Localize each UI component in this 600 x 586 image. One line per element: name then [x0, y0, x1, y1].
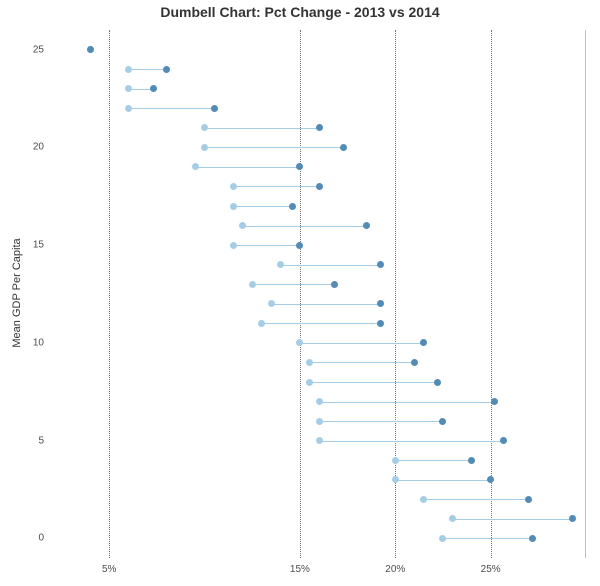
plot-border-right — [585, 30, 586, 558]
dumbbell-segment — [309, 362, 414, 363]
dumbbell-point-end — [491, 398, 498, 405]
x-gridline — [300, 30, 301, 558]
chart-title: Dumbell Chart: Pct Change - 2013 vs 2014 — [0, 4, 600, 20]
dumbbell-point-end — [439, 418, 446, 425]
dumbbell-point-start — [449, 515, 456, 522]
dumbbell-segment — [262, 323, 380, 324]
dumbbell-point-start — [420, 496, 427, 503]
dumbbell-segment — [443, 538, 533, 539]
dumbbell-point-end — [377, 261, 384, 268]
dumbbell-point-end — [211, 105, 218, 112]
dumbbell-point-end — [500, 437, 507, 444]
dumbbell-point-end — [377, 300, 384, 307]
y-axis-label: Mean GDP Per Capita — [11, 238, 23, 347]
dumbbell-point-start — [125, 85, 132, 92]
dumbbell-point-start — [125, 105, 132, 112]
dumbbell-segment — [424, 499, 529, 500]
dumbbell-point-end — [316, 183, 323, 190]
dumbbell-point-start — [249, 281, 256, 288]
dumbbell-point-start — [277, 261, 284, 268]
dumbbell-point-start — [316, 437, 323, 444]
dumbbell-point-end — [296, 242, 303, 249]
y-tick-label: 20 — [0, 142, 44, 153]
dumbbell-segment — [271, 304, 380, 305]
dumbbell-segment — [395, 460, 471, 461]
dumbbell-point-start — [230, 183, 237, 190]
dumbbell-point-end — [468, 457, 475, 464]
dumbbell-segment — [395, 480, 490, 481]
dumbbell-point-end — [289, 203, 296, 210]
plot-area — [52, 30, 586, 558]
dumbbell-point-start — [192, 163, 199, 170]
dumbbell-point-start — [258, 320, 265, 327]
dumbbell-segment — [319, 421, 443, 422]
dumbbell-segment — [319, 441, 504, 442]
dumbbell-point-start — [239, 222, 246, 229]
dumbbell-point-start — [306, 359, 313, 366]
y-tick-label: 5 — [0, 435, 44, 446]
dumbbell-point-end — [411, 359, 418, 366]
dumbbell-point-start — [201, 124, 208, 131]
dumbbell-point-end — [487, 476, 494, 483]
dumbbell-chart: Dumbell Chart: Pct Change - 2013 vs 2014… — [0, 0, 600, 586]
dumbbell-segment — [252, 284, 334, 285]
dumbbell-point-end — [525, 496, 532, 503]
dumbbell-segment — [233, 186, 319, 187]
dumbbell-segment — [281, 265, 380, 266]
dumbbell-point-start — [230, 203, 237, 210]
dumbbell-point-start — [392, 457, 399, 464]
x-tick-label: 25% — [481, 564, 501, 575]
dumbbell-point-start — [201, 144, 208, 151]
y-tick-label: 15 — [0, 240, 44, 251]
dumbbell-point-start — [125, 66, 132, 73]
dumbbell-point-start — [296, 339, 303, 346]
dumbbell-point-end — [569, 515, 576, 522]
y-tick-label: 25 — [0, 44, 44, 55]
dumbbell-point-start — [392, 476, 399, 483]
dumbbell-segment — [195, 167, 300, 168]
dumbbell-point-start — [316, 418, 323, 425]
dumbbell-segment — [205, 147, 344, 148]
x-tick-label: 15% — [290, 564, 310, 575]
dumbbell-point-end — [377, 320, 384, 327]
y-tick-label: 0 — [0, 533, 44, 544]
dumbbell-point-end — [150, 85, 157, 92]
dumbbell-point-start — [439, 535, 446, 542]
dumbbell-segment — [319, 402, 494, 403]
dumbbell-segment — [128, 69, 166, 70]
dumbbell-point-end — [331, 281, 338, 288]
x-gridline — [109, 30, 110, 558]
dumbbell-segment — [233, 206, 292, 207]
dumbbell-segment — [243, 226, 367, 227]
dumbbell-point-start — [268, 300, 275, 307]
x-tick-label: 20% — [385, 564, 405, 575]
dumbbell-point-end — [340, 144, 347, 151]
dumbbell-segment — [233, 245, 300, 246]
dumbbell-point-end — [163, 66, 170, 73]
dumbbell-segment — [453, 519, 573, 520]
dumbbell-point-end — [434, 379, 441, 386]
dumbbell-point-start — [306, 379, 313, 386]
dumbbell-segment — [309, 382, 437, 383]
dumbbell-point-end — [420, 339, 427, 346]
dumbbell-point-end — [87, 46, 94, 53]
x-tick-label: 5% — [102, 564, 116, 575]
dumbbell-point-end — [316, 124, 323, 131]
dumbbell-segment — [300, 343, 424, 344]
dumbbell-point-end — [529, 535, 536, 542]
dumbbell-point-start — [230, 242, 237, 249]
y-tick-label: 10 — [0, 337, 44, 348]
dumbbell-point-end — [296, 163, 303, 170]
dumbbell-point-start — [316, 398, 323, 405]
dumbbell-segment — [205, 128, 319, 129]
dumbbell-point-end — [363, 222, 370, 229]
dumbbell-segment — [128, 108, 214, 109]
